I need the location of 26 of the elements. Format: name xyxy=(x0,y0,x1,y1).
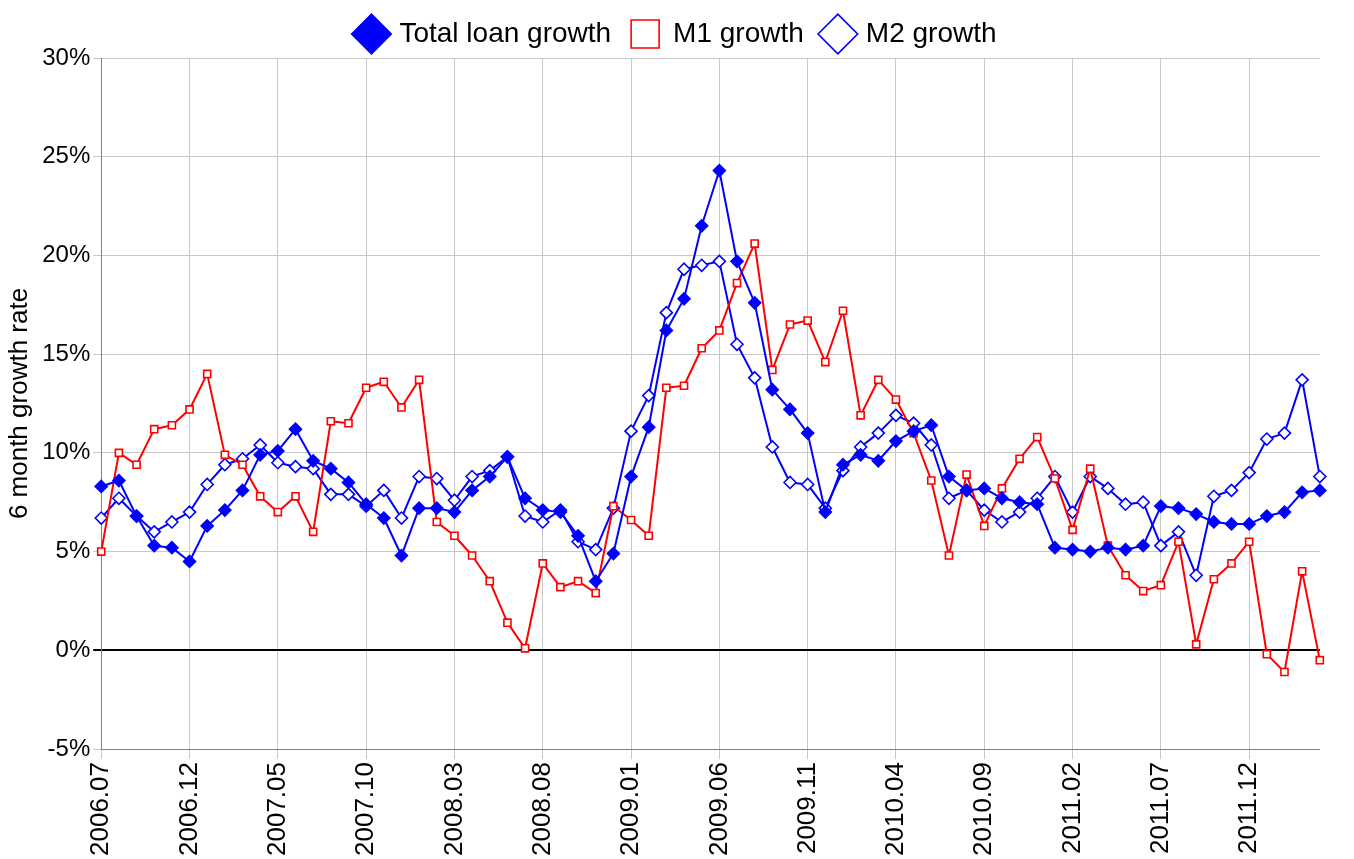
x-tick-label: 2011.12 xyxy=(1232,762,1263,855)
legend-label: Total loan growth xyxy=(399,16,612,48)
x-tick-label: 2010.04 xyxy=(879,762,910,856)
y-tick-label: 25% xyxy=(42,141,91,169)
x-tick-label: 2006.07 xyxy=(84,762,115,856)
x-tick-label: 2010.09 xyxy=(967,762,998,856)
x-tick-label: 2009.06 xyxy=(702,762,733,856)
x-tick-label: 2009.01 xyxy=(614,762,645,856)
y-tick-label: 0% xyxy=(55,634,91,662)
y-tick-label: 15% xyxy=(42,338,91,366)
x-tick-label: 2007.05 xyxy=(261,762,292,856)
y-tick-label: -5% xyxy=(47,733,91,761)
x-tick-label: 2011.07 xyxy=(1144,762,1175,855)
x-tick-label: 2006.12 xyxy=(172,762,203,856)
y-axis-title: 6 month growth rate xyxy=(2,287,33,520)
x-tick-label: 2008.03 xyxy=(437,762,468,856)
x-tick-label: 2008.08 xyxy=(525,762,556,856)
y-tick-label: 5% xyxy=(55,536,91,564)
x-tick-label: 2011.02 xyxy=(1055,762,1086,855)
y-tick-label: 10% xyxy=(42,437,91,465)
y-tick-label: 30% xyxy=(42,42,91,70)
y-tick-label: 20% xyxy=(42,240,91,268)
legend-label: M2 growth xyxy=(865,16,997,48)
legend-label: M1 growth xyxy=(673,16,804,48)
x-tick-label: 2007.10 xyxy=(349,762,380,856)
x-tick-label: 2009.11 xyxy=(790,762,821,855)
